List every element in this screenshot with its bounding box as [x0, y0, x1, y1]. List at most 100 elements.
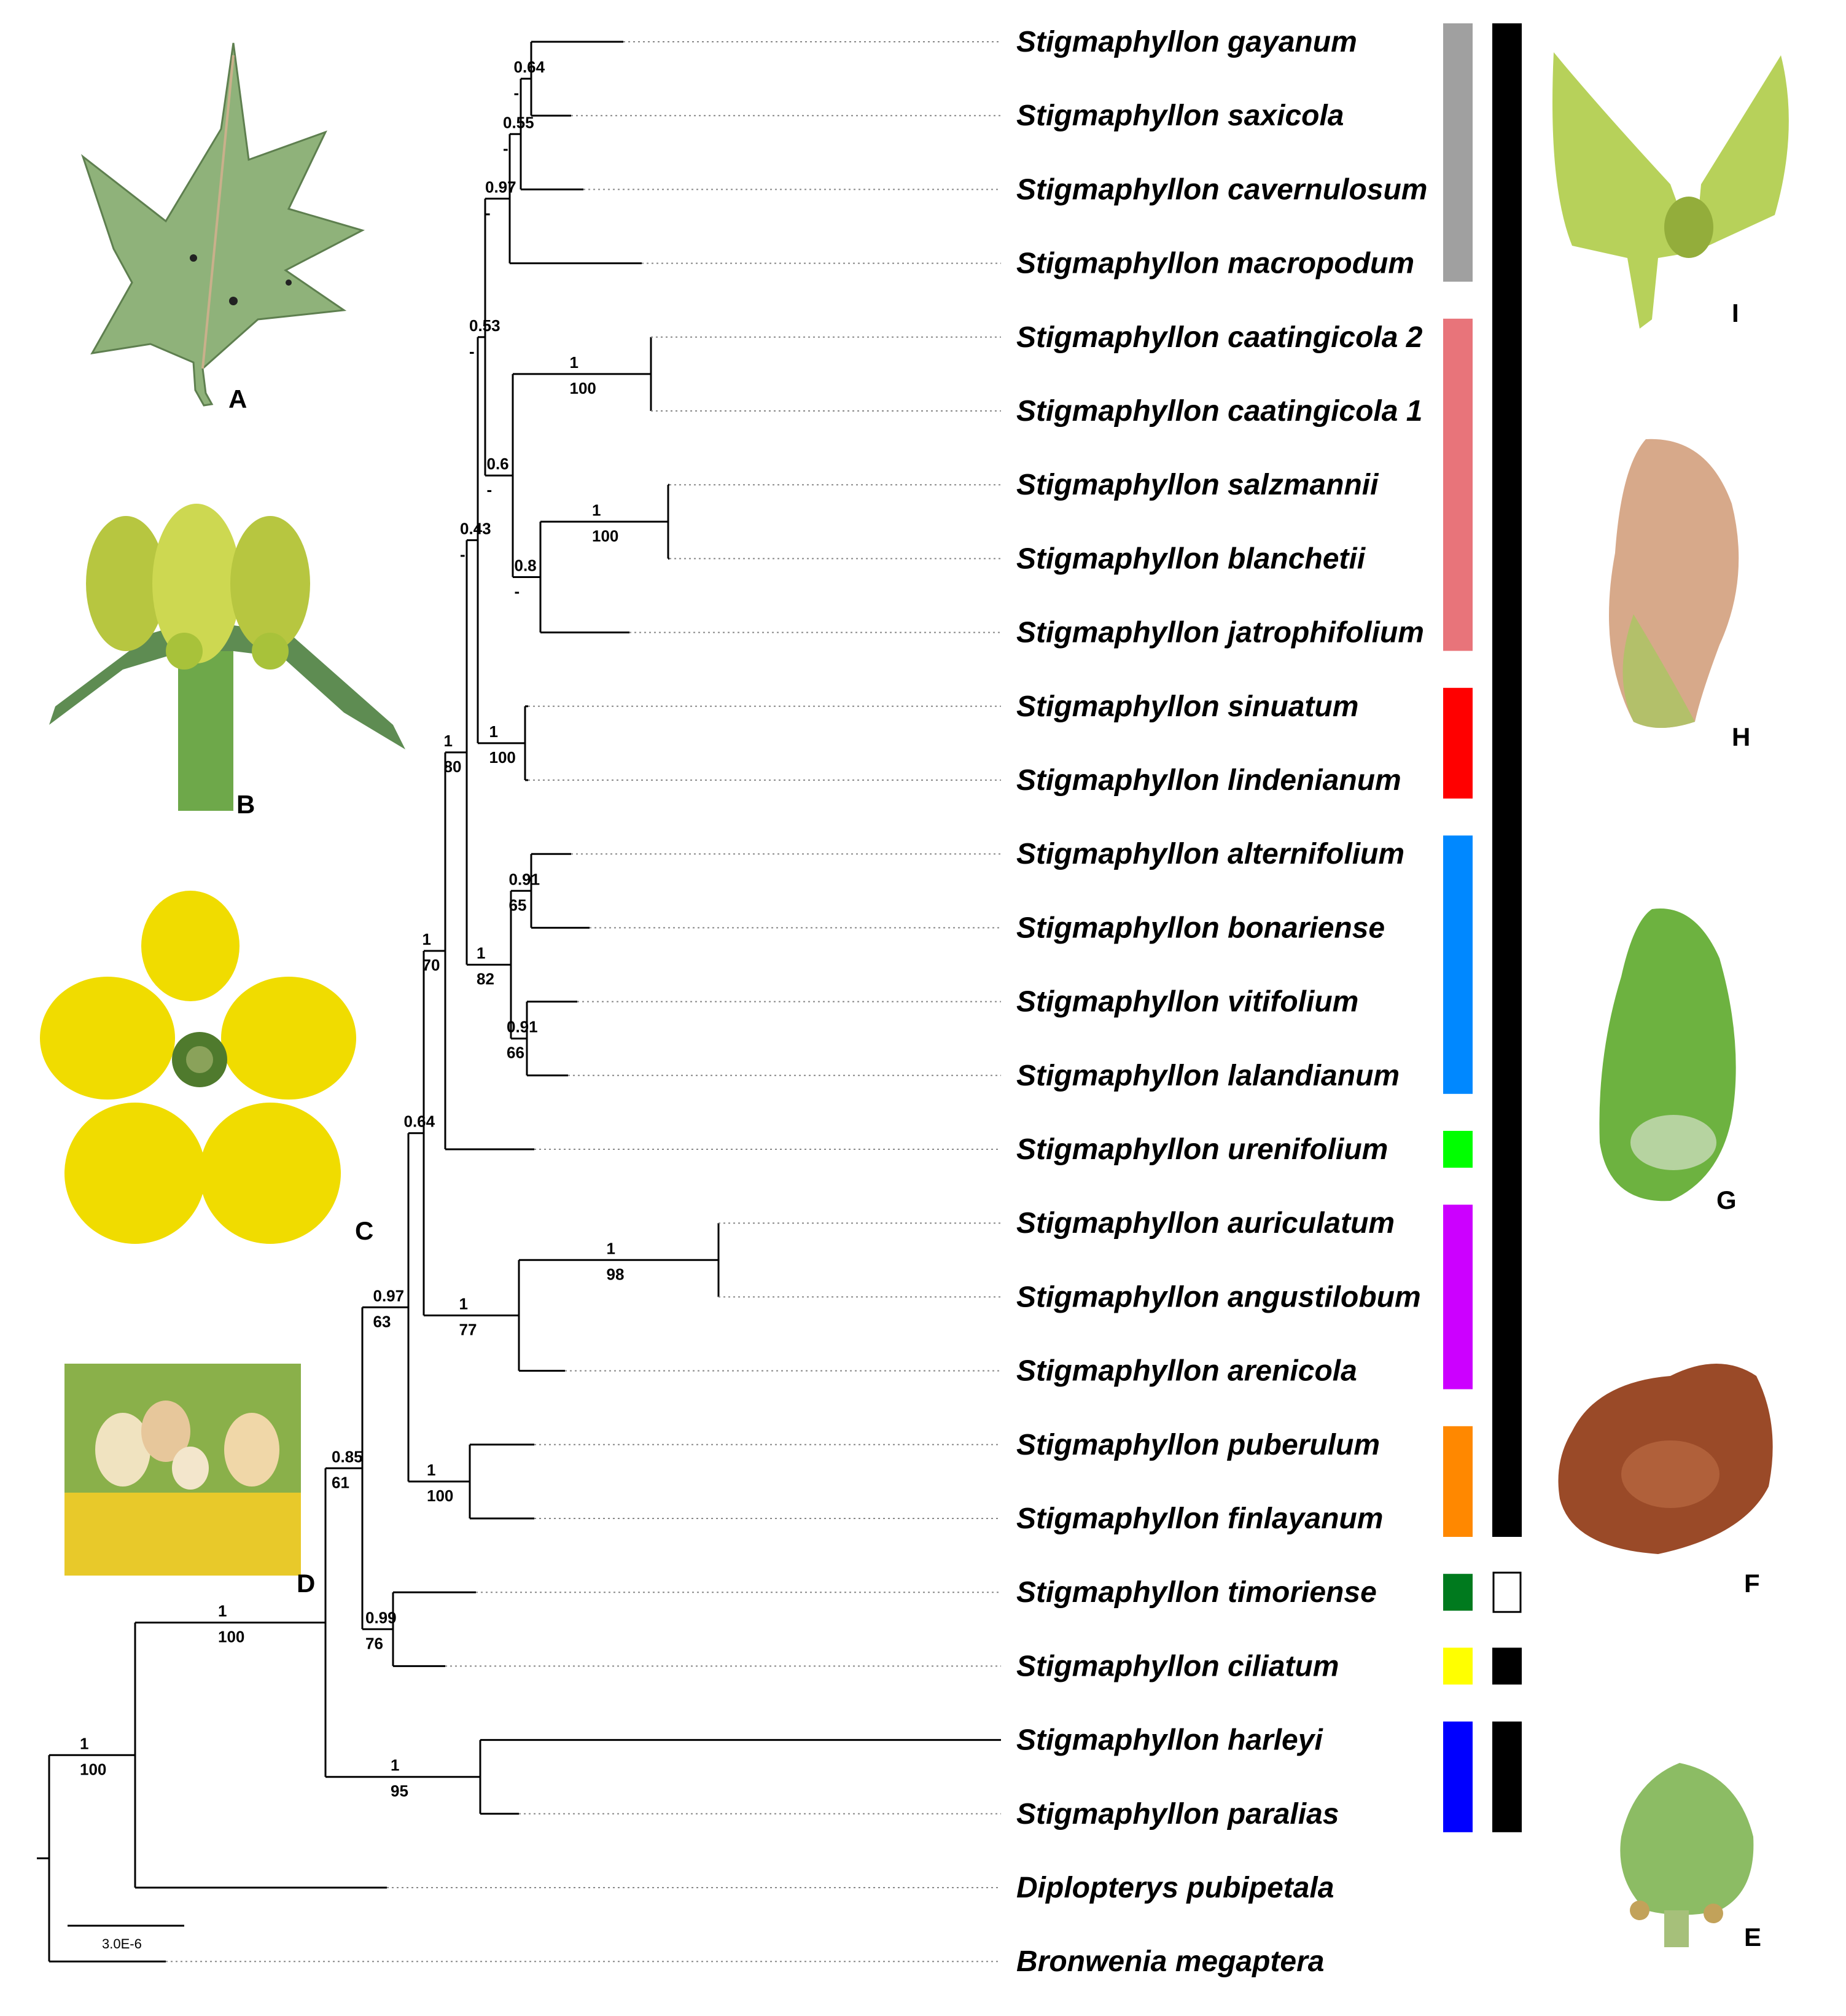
support-pp: 1 — [80, 1734, 88, 1752]
panel-label-a: A — [228, 385, 247, 413]
taxon-label: Stigmaphyllon puberulum — [1016, 1429, 1380, 1461]
support-bs: 76 — [365, 1634, 383, 1652]
taxon-label: Stigmaphyllon paralias — [1016, 1798, 1339, 1830]
taxon-labels: Stigmaphyllon gayanum Stigmaphyllon saxic… — [1016, 26, 1427, 1978]
support-bs: 100 — [80, 1760, 106, 1778]
support-bs: - — [469, 342, 475, 361]
taxon-label: Stigmaphyllon macropodum — [1016, 248, 1414, 280]
clade-bars — [1443, 23, 1522, 1832]
fruit-photo-e — [1620, 1763, 1754, 1947]
support-pp: 0.43 — [460, 519, 491, 537]
leaf-photo — [81, 42, 365, 407]
clade-color-bar — [1443, 1131, 1473, 1168]
support-pp: 0.99 — [365, 1608, 397, 1627]
trait-bar — [1492, 1721, 1522, 1832]
taxon-label: Bronwenia megaptera — [1016, 1945, 1324, 1978]
support-pp: 0.53 — [469, 316, 500, 335]
support-bs: 65 — [509, 896, 527, 914]
support-bs: 66 — [507, 1044, 524, 1062]
support-pp: 1 — [423, 930, 431, 948]
support-pp: 0.97 — [485, 178, 516, 196]
clade-color-bar — [1443, 23, 1473, 282]
panel-label-d: D — [297, 1569, 315, 1598]
clade-color-bar — [1443, 835, 1473, 1094]
support-pp: 0.64 — [514, 58, 545, 76]
support-pp: 1 — [592, 501, 601, 519]
support-pp: 1 — [218, 1602, 227, 1620]
support-bs: - — [514, 84, 520, 102]
clade-color-bar — [1443, 1205, 1473, 1389]
taxon-label: Stigmaphyllon ciliatum — [1016, 1650, 1339, 1682]
taxon-label: Stigmaphyllon lindenianum — [1016, 764, 1401, 797]
panel-label-c: C — [355, 1216, 373, 1245]
trait-bar — [1492, 23, 1522, 1537]
stamens-photo — [64, 1364, 301, 1576]
trait-bar-empty — [1492, 1571, 1522, 1613]
samara-photo-h — [1609, 439, 1739, 728]
taxon-label: Stigmaphyllon arenicola — [1016, 1355, 1357, 1388]
support-bs: 100 — [427, 1487, 453, 1505]
clade-color-bar — [1443, 1647, 1473, 1685]
support-bs: 100 — [592, 526, 618, 545]
support-pp: 1 — [607, 1239, 615, 1257]
support-bs: 100 — [489, 748, 516, 767]
taxon-label: Stigmaphyllon blanchetii — [1016, 542, 1366, 575]
support-pp: 1 — [391, 1756, 399, 1775]
taxon-label: Stigmaphyllon urenifolium — [1016, 1133, 1388, 1166]
clade-color-bar — [1443, 1574, 1473, 1611]
samara-photo-g — [1599, 908, 1736, 1201]
support-bs: 63 — [373, 1312, 391, 1330]
taxon-label: Stigmaphyllon jatrophifolium — [1016, 617, 1424, 649]
support-pp: 0.55 — [503, 113, 534, 131]
panel-label-h: H — [1732, 722, 1750, 751]
panel-label-b: B — [236, 790, 255, 819]
scale-bar: 3.0E-6 — [68, 1924, 184, 1952]
taxon-label: Diplopterys pubipetala — [1016, 1872, 1334, 1904]
flower-buds-photo — [49, 504, 405, 811]
support-pp: 1 — [570, 353, 578, 372]
taxon-label: Stigmaphyllon salzmannii — [1016, 469, 1379, 501]
samara-photo-f — [1558, 1364, 1773, 1554]
taxon-label: Stigmaphyllon auriculatum — [1016, 1207, 1395, 1240]
support-pp: 0.8 — [515, 556, 537, 574]
taxon-label: Stigmaphyllon gayanum — [1016, 26, 1357, 58]
support-bs: 95 — [391, 1782, 408, 1800]
taxon-label: Stigmaphyllon timoriense — [1016, 1576, 1377, 1609]
tree-branches — [37, 41, 1001, 1963]
support-bs: 80 — [444, 757, 462, 776]
support-bs: - — [485, 203, 491, 222]
taxon-label: Stigmaphyllon cavernulosum — [1016, 173, 1427, 206]
support-bs: - — [515, 582, 520, 600]
support-bs: - — [460, 545, 465, 563]
support-pp: 0.91 — [507, 1018, 538, 1036]
support-pp: 1 — [427, 1461, 435, 1479]
support-bs: 82 — [477, 970, 494, 988]
support-pp: 0.85 — [332, 1447, 363, 1466]
taxon-label: Stigmaphyllon harleyi — [1016, 1724, 1323, 1757]
support-pp: 0.6 — [487, 455, 509, 473]
taxon-label: Stigmaphyllon sinuatum — [1016, 690, 1358, 723]
taxon-label: Stigmaphyllon lalandianum — [1016, 1060, 1400, 1092]
support-bs: 98 — [607, 1265, 625, 1283]
taxon-label: Stigmaphyllon angustilobum — [1016, 1281, 1421, 1313]
samara-photo-i — [1552, 52, 1789, 329]
support-bs: 100 — [570, 379, 596, 397]
taxon-label: Stigmaphyllon bonariense — [1016, 912, 1385, 944]
panel-label-i: I — [1732, 299, 1739, 327]
clade-color-bar — [1443, 1721, 1473, 1832]
support-pp: 1 — [477, 944, 485, 963]
support-bs: - — [487, 480, 493, 499]
taxon-label: Stigmaphyllon caatingicola 1 — [1016, 395, 1422, 428]
support-bs: 70 — [423, 956, 440, 974]
support-pp: 0.64 — [404, 1112, 435, 1131]
support-pp: 1 — [459, 1294, 468, 1313]
support-pp: 1 — [444, 732, 453, 750]
clade-color-bar — [1443, 687, 1473, 799]
support-pp: 0.91 — [509, 870, 540, 888]
support-bs: - — [503, 139, 508, 157]
taxon-label: Stigmaphyllon saxicola — [1016, 100, 1344, 132]
taxon-label: Stigmaphyllon finlayanum — [1016, 1502, 1383, 1535]
support-values: 0.64 - 0.55 - 0.97 - 0.53 - 1 100 0.6 - 1 100 0.8 - 0.43… — [80, 58, 624, 1800]
support-bs: 77 — [459, 1320, 477, 1338]
